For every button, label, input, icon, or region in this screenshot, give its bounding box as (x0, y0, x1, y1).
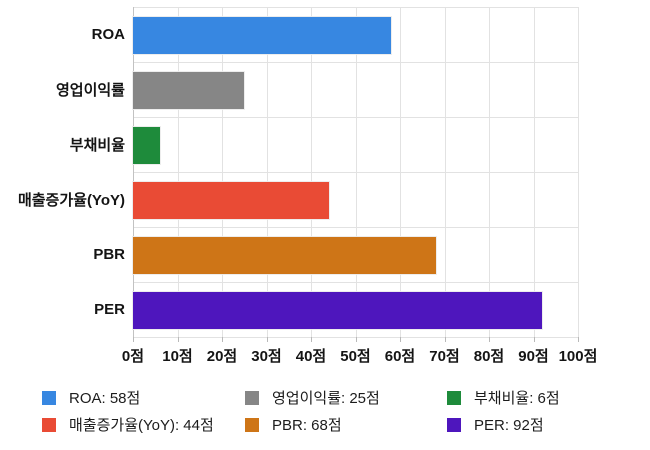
x-tick-label: 50점 (340, 348, 371, 365)
x-tick-label: 40점 (295, 348, 327, 365)
category-label: PER (94, 301, 125, 318)
vertical-gridline (489, 7, 490, 337)
x-tick-label: 100점 (558, 348, 598, 365)
category-label: PBR (93, 246, 125, 263)
legend-label: 영업이익률: 25점 (272, 390, 380, 407)
y-axis-line (133, 7, 134, 337)
x-tick-mark (266, 337, 268, 342)
x-tick-label: 30점 (251, 348, 282, 365)
x-tick-mark (533, 337, 535, 342)
bar-영업이익률[interactable] (133, 72, 244, 109)
vertical-gridline (533, 7, 535, 337)
x-tick-label: 70점 (429, 348, 460, 365)
vertical-gridline (578, 7, 579, 337)
x-tick-label: 10점 (162, 348, 193, 365)
category-label: 매출증가율(YoY) (17, 192, 125, 209)
x-tick-mark (444, 337, 446, 342)
x-tick-label: 0점 (121, 348, 145, 365)
x-tick-mark (222, 337, 223, 342)
legend-swatch (447, 417, 461, 432)
x-tick-mark (578, 337, 579, 342)
x-tick-label: 80점 (473, 348, 505, 365)
legend-swatch (447, 390, 461, 405)
category-label: 영업이익률 (55, 82, 125, 99)
x-axis: 0점 10점 20점 30점 40점 50점 60점 70점 80점 90점 100점 (122, 337, 597, 367)
legend-item: ROA: 58점 (42, 390, 245, 407)
vertical-gridline (266, 7, 268, 337)
x-tick-mark (400, 337, 401, 342)
vertical-gridline (444, 7, 446, 337)
category-label: 부채비율 (69, 137, 125, 154)
bar-PER[interactable] (133, 292, 542, 329)
vertical-gridline (222, 7, 223, 337)
x-tick-label: 60점 (384, 348, 416, 365)
legend-label: 매출증가율(YoY): 44점 (69, 417, 214, 434)
bar-부채비율[interactable] (133, 127, 160, 164)
legend-swatch (42, 417, 56, 432)
bar-매출증가율(YoY)[interactable] (133, 182, 329, 219)
legend-swatch (245, 390, 259, 405)
legend-label: ROA: 58점 (69, 390, 141, 407)
legend-item: PBR: 68점 (245, 417, 447, 434)
plot-area (133, 7, 579, 338)
legend-swatch (245, 417, 259, 432)
x-tick-mark (177, 337, 179, 342)
vertical-gridline (400, 7, 401, 337)
vertical-gridline (355, 7, 357, 337)
legend-label: PBR: 68점 (272, 417, 342, 434)
bar-PBR[interactable] (133, 237, 436, 274)
x-tick-label: 20점 (206, 348, 238, 365)
x-tick-mark (489, 337, 490, 342)
x-tick-mark (355, 337, 357, 342)
legend-item: PER: 92점 (447, 417, 560, 434)
legend-label: PER: 92점 (474, 417, 544, 434)
legend-item: 영업이익률: 25점 (245, 390, 447, 407)
x-tick-mark (133, 337, 134, 342)
x-tick-label: 90점 (518, 348, 549, 365)
legend-item: 부채비율: 6점 (447, 390, 560, 407)
vertical-gridline (311, 7, 312, 337)
legend-swatch (42, 390, 56, 405)
category-label: ROA (91, 26, 125, 43)
legend-item: 매출증가율(YoY): 44점 (42, 417, 245, 434)
x-tick-mark (311, 337, 312, 342)
bar-ROA[interactable] (133, 17, 391, 54)
vertical-gridline (177, 7, 179, 337)
legend-label: 부채비율: 6점 (474, 390, 560, 407)
